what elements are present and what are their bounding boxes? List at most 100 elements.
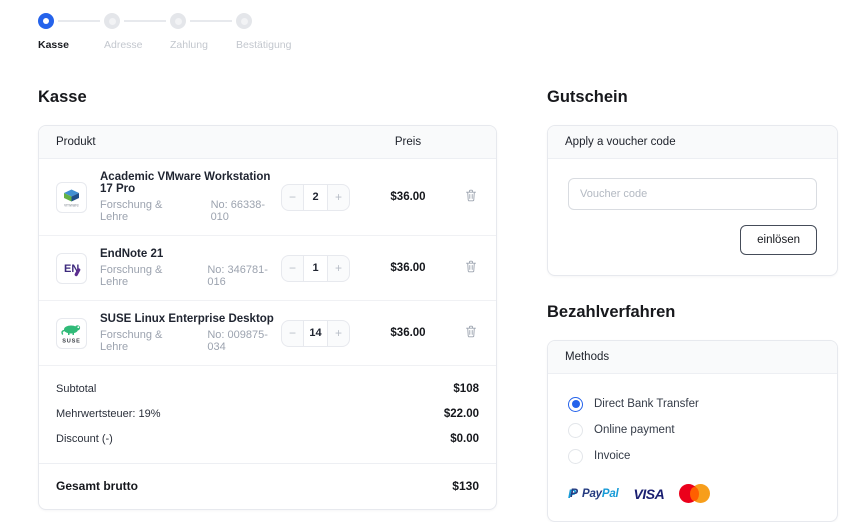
- endnote-logo-icon: EN: [56, 252, 87, 284]
- trash-cell: [443, 187, 479, 207]
- payment-card: Methods Direct Bank Transfer Online paym…: [547, 340, 838, 522]
- payment-option-label: Online payment: [594, 424, 675, 436]
- step-circle-zahlung[interactable]: [170, 13, 186, 29]
- step-circle-bestaetigung[interactable]: [236, 13, 252, 29]
- quantity-increase-button[interactable]: +: [328, 185, 349, 210]
- delete-item-button[interactable]: [463, 187, 479, 207]
- table-row: vmware Academic VMware Workstation 17 Pr…: [39, 159, 496, 236]
- product-name: SUSE Linux Enterprise Desktop: [100, 313, 274, 325]
- total-row-subtotal: Subtotal $108: [56, 376, 479, 401]
- stepper-track: [38, 13, 338, 29]
- visa-logo-icon: VISA: [633, 485, 665, 502]
- voucher-actions: einlösen: [568, 225, 817, 255]
- redeem-voucher-button[interactable]: einlösen: [740, 225, 817, 255]
- voucher-code-input[interactable]: [568, 178, 817, 210]
- product-number: No: 346781-016: [207, 264, 268, 288]
- voucher-card: Apply a voucher code einlösen: [547, 125, 838, 276]
- trash-cell: [443, 258, 479, 278]
- payment-card-header: Methods: [548, 341, 837, 374]
- step-label-zahlung: Zahlung: [170, 39, 208, 51]
- quantity-decrease-button[interactable]: −: [282, 185, 303, 210]
- svg-text:P: P: [570, 486, 579, 500]
- quantity-decrease-button[interactable]: −: [282, 256, 303, 281]
- product-name: Academic VMware Workstation 17 Pro: [100, 171, 271, 195]
- quantity-stepper: − 2 +: [281, 183, 350, 211]
- grand-total-value: $130: [452, 479, 479, 493]
- step-label-kasse: Kasse: [38, 39, 69, 51]
- product-number: No: 66338-010: [210, 199, 265, 223]
- radio-unselected-icon[interactable]: [568, 422, 583, 438]
- voucher-card-header: Apply a voucher code: [548, 126, 837, 159]
- product-category: Forschung & Lehre: [100, 264, 163, 288]
- product-meta: Forschung & Lehre No: 66338-010: [100, 199, 281, 223]
- trash-icon: [466, 189, 476, 202]
- total-label: Mehrwertsteuer: 19%: [56, 407, 161, 420]
- product-cell: vmware Academic VMware Workstation 17 Pr…: [56, 171, 281, 223]
- step-circle-kasse[interactable]: [38, 13, 54, 29]
- product-info: Academic VMware Workstation 17 Pro Forsc…: [100, 171, 281, 223]
- quantity-increase-button[interactable]: +: [328, 321, 349, 346]
- payment-option-online-payment[interactable]: Online payment: [568, 417, 817, 443]
- svg-text:vmware: vmware: [64, 202, 79, 207]
- payment-brands: P P PayPal VISA: [568, 484, 817, 503]
- product-name: EndNote 21: [100, 248, 164, 260]
- paypal-logo-icon: P P PayPal: [568, 486, 619, 501]
- cart-totals: Subtotal $108 Mehrwertsteuer: 19% $22.00…: [39, 366, 496, 464]
- column-header-product: Produkt: [56, 136, 96, 148]
- quantity-increase-button[interactable]: +: [328, 256, 349, 281]
- step-connector: [124, 20, 166, 22]
- total-value: $22.00: [443, 407, 479, 420]
- product-price: $36.00: [390, 191, 426, 203]
- payment-option-bank-transfer[interactable]: Direct Bank Transfer: [568, 391, 817, 417]
- right-column: Gutschein Apply a voucher code einlösen …: [547, 88, 838, 522]
- total-label: Discount (-): [56, 432, 113, 445]
- grand-total-row: Gesamt brutto $130: [39, 464, 496, 509]
- payment-option-invoice[interactable]: Invoice: [568, 443, 817, 469]
- quantity-value: 2: [303, 184, 328, 210]
- step-label-adresse: Adresse: [104, 39, 143, 51]
- grand-total-label: Gesamt brutto: [56, 479, 139, 493]
- product-cell: SUSE SUSE Linux Enterprise Desktop Forsc…: [56, 313, 281, 353]
- payment-option-label: Direct Bank Transfer: [594, 398, 699, 410]
- total-value: $0.00: [450, 432, 479, 445]
- svg-text:P: P: [568, 487, 577, 501]
- checkout-stepper: Kasse Adresse Zahlung Bestätigung: [38, 13, 338, 53]
- delete-item-button[interactable]: [463, 323, 479, 343]
- svg-text:EN: EN: [64, 263, 79, 275]
- quantity-stepper: − 1 +: [281, 254, 350, 282]
- product-info: EndNote 21 Forschung & Lehre No: 346781-…: [100, 248, 281, 288]
- total-value: $108: [453, 382, 479, 395]
- voucher-body: einlösen: [548, 159, 837, 275]
- product-info: SUSE Linux Enterprise Desktop Forschung …: [100, 313, 281, 353]
- quantity-value: 14: [303, 320, 328, 346]
- step-label-bestaetigung: Bestätigung: [236, 39, 292, 51]
- radio-selected-icon[interactable]: [568, 396, 583, 412]
- total-row-discount: Discount (-) $0.00: [56, 426, 479, 451]
- trash-icon: [466, 260, 476, 273]
- product-category: Forschung & Lehre: [100, 199, 163, 223]
- mastercard-logo-icon: [679, 484, 711, 503]
- step-connector: [58, 20, 100, 22]
- payment-body: Direct Bank Transfer Online payment Invo…: [548, 374, 837, 521]
- product-meta: Forschung & Lehre No: 009875-034: [100, 329, 281, 353]
- cart-table-header: Produkt Preis: [39, 126, 496, 159]
- checkout-page: { "stepper": { "steps": [ { "label": "Ka…: [38, 13, 838, 522]
- cart-card: Produkt Preis vmware Academic VMware Wor…: [38, 125, 497, 510]
- cart-title: Kasse: [38, 88, 87, 106]
- trash-icon: [466, 325, 476, 338]
- delete-item-button[interactable]: [463, 258, 479, 278]
- quantity-stepper: − 14 +: [281, 319, 350, 347]
- vmware-logo-icon: vmware: [56, 181, 87, 213]
- product-price: $36.00: [390, 262, 426, 274]
- total-label: Subtotal: [56, 382, 97, 395]
- paypal-word-pay: Pay: [582, 487, 602, 500]
- product-number: No: 009875-034: [207, 329, 268, 353]
- quantity-decrease-button[interactable]: −: [282, 321, 303, 346]
- total-row-vat: Mehrwertsteuer: 19% $22.00: [56, 401, 479, 426]
- product-meta: Forschung & Lehre No: 346781-016: [100, 264, 281, 288]
- payment-title: Bezahlverfahren: [547, 303, 676, 321]
- step-circle-adresse[interactable]: [104, 13, 120, 29]
- table-row: SUSE SUSE Linux Enterprise Desktop Forsc…: [39, 301, 496, 366]
- radio-unselected-icon[interactable]: [568, 448, 583, 464]
- quantity-cell: − 14 +: [281, 319, 373, 347]
